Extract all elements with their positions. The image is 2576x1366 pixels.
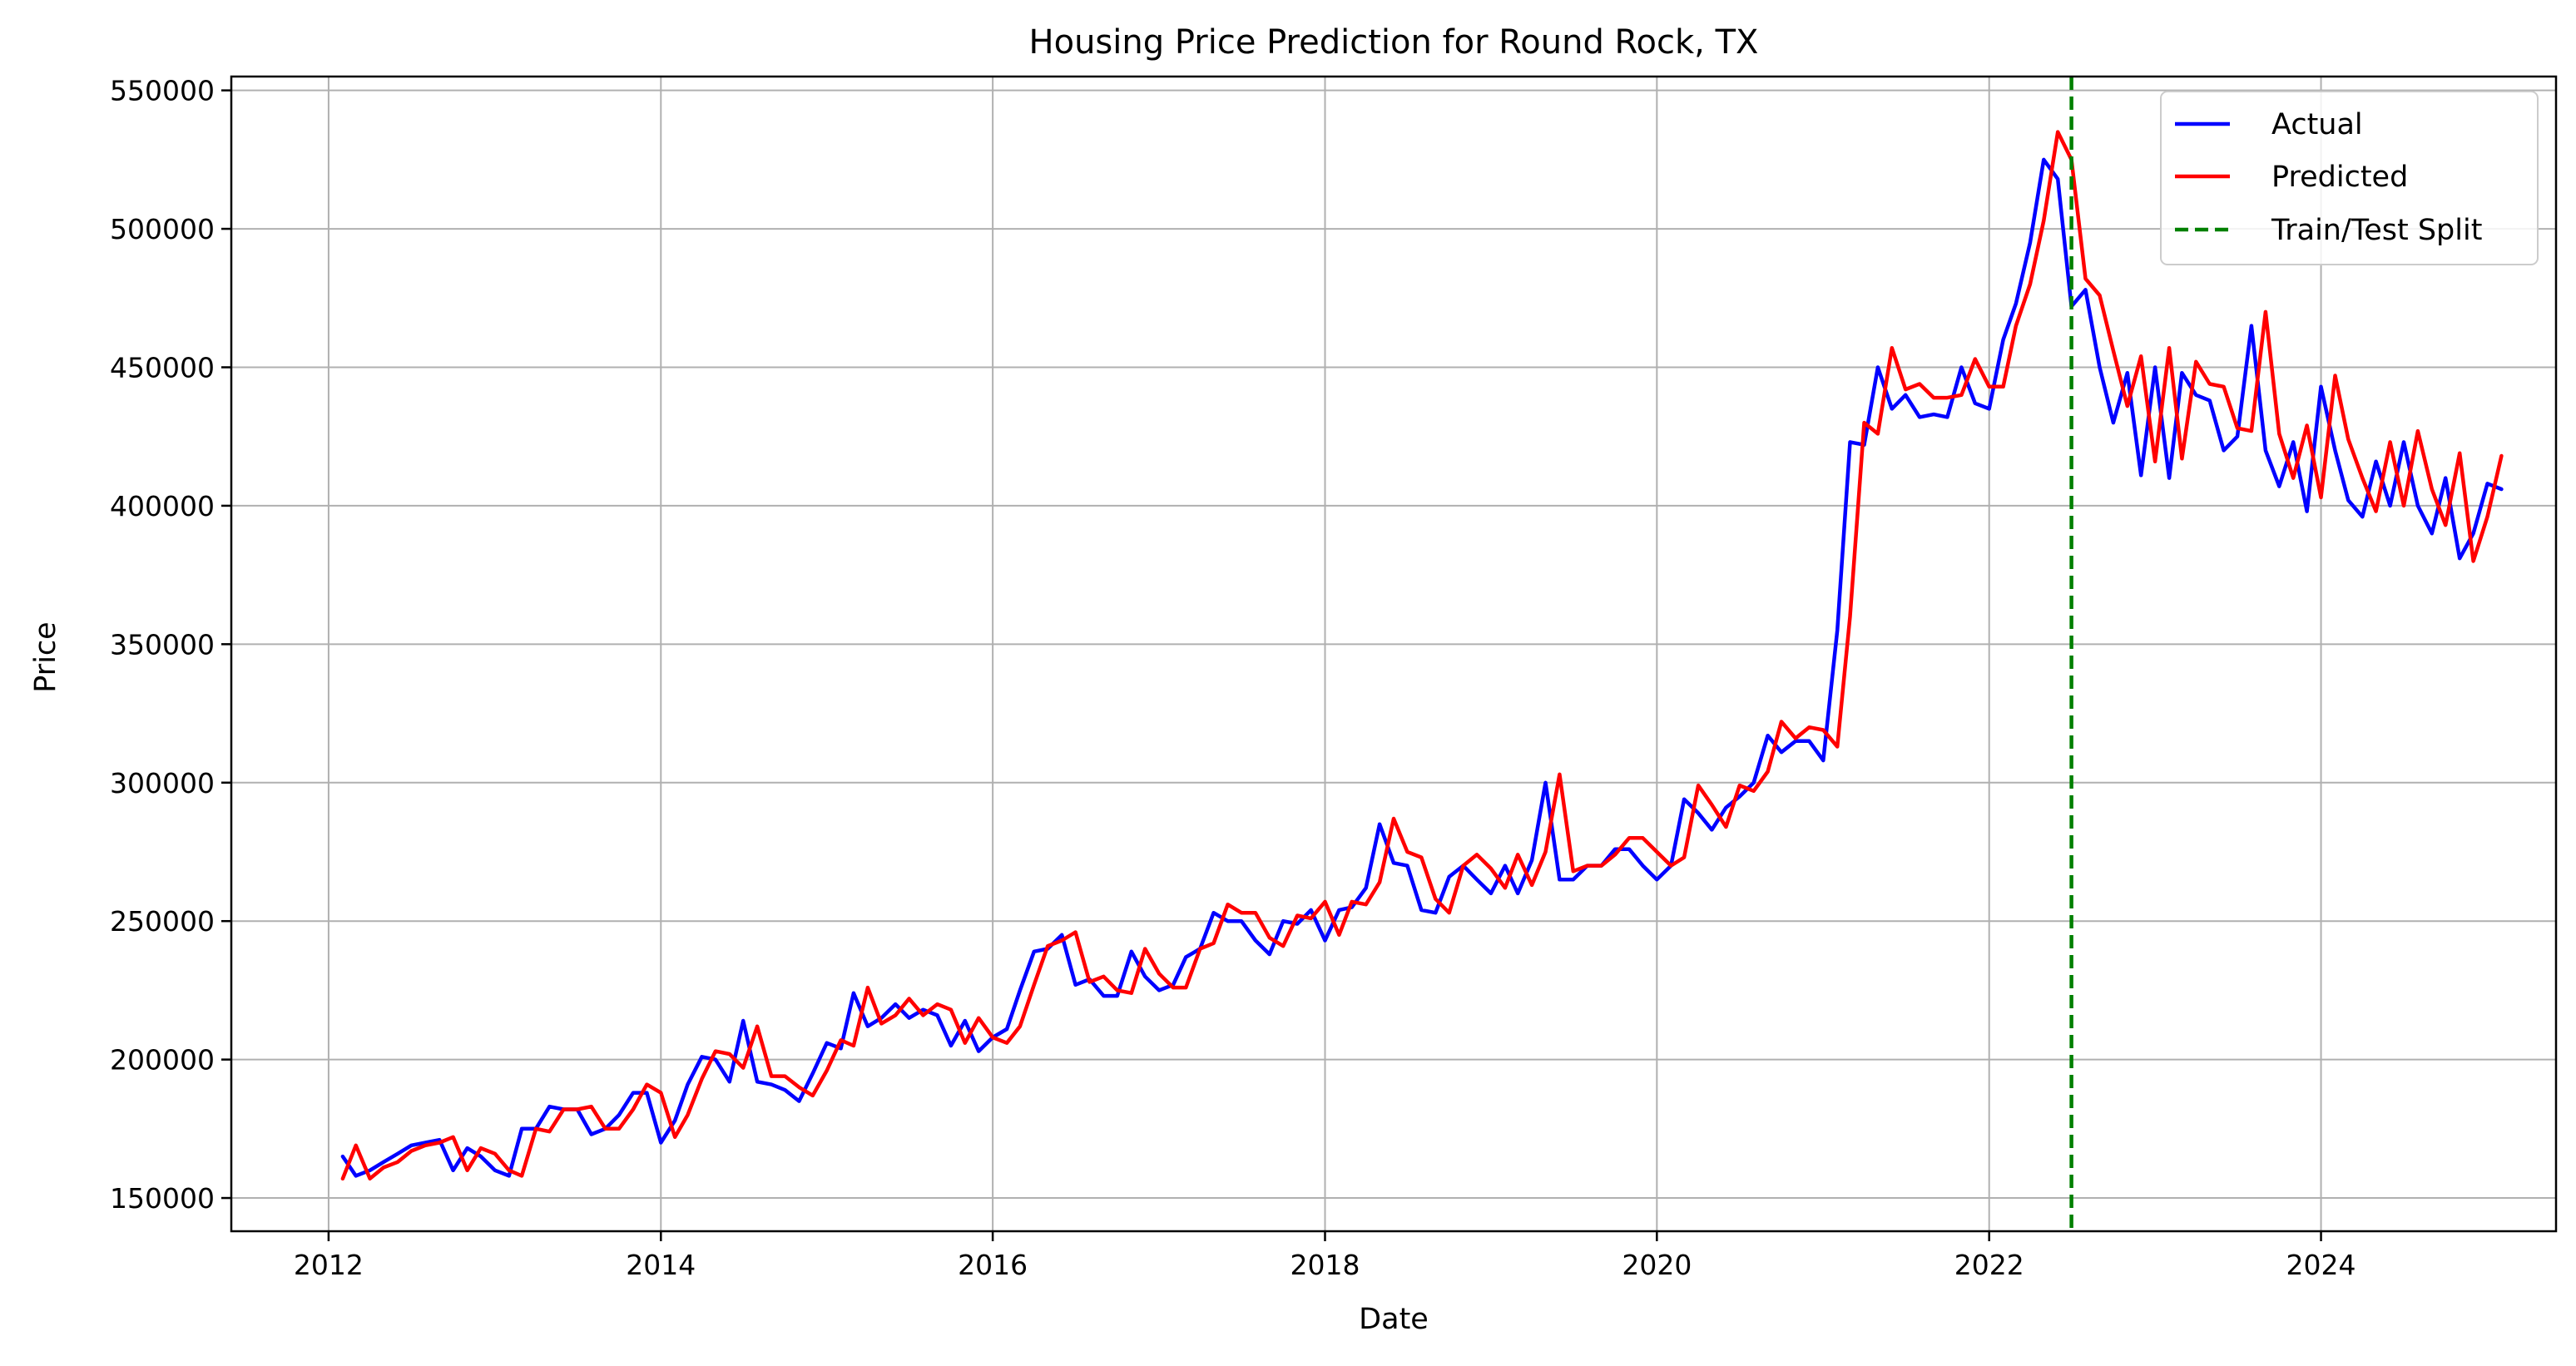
y-tick-label: 250000	[110, 905, 215, 938]
legend-split-label: Train/Test Split	[2271, 214, 2482, 247]
x-tick-label: 2020	[1622, 1249, 1692, 1281]
x-tick-label: 2012	[294, 1249, 364, 1281]
y-tick-label: 500000	[110, 213, 215, 245]
legend: Actual Predicted Train/Test Split	[2160, 91, 2539, 265]
series-line-predicted	[340, 130, 2504, 1181]
y-axis-ticks: 150000 200000 250000 300000 350000 400000 4500…	[110, 75, 231, 1215]
plot-series	[340, 130, 2504, 1181]
plot-area-frame	[230, 75, 2558, 1233]
x-tick-label: 2014	[626, 1249, 696, 1281]
x-tick-label: 2024	[2286, 1249, 2356, 1281]
legend-predicted-label: Predicted	[2271, 161, 2408, 194]
y-axis-label: Price	[29, 621, 62, 692]
y-tick-label: 150000	[110, 1182, 215, 1215]
y-tick-label: 350000	[110, 628, 215, 661]
x-tick-label: 2018	[1290, 1249, 1360, 1281]
x-tick-label: 2022	[1954, 1249, 2024, 1281]
x-axis-ticks: 2012 2014 2016 2018 2020 2022 2024	[294, 1231, 2356, 1281]
y-tick-label: 200000	[110, 1044, 215, 1076]
series-line-actual	[340, 157, 2504, 1178]
y-tick-label: 400000	[110, 490, 215, 522]
y-tick-label: 550000	[110, 75, 215, 107]
x-tick-label: 2016	[958, 1249, 1028, 1281]
chart-title: Housing Price Prediction for Round Rock,…	[1029, 23, 1759, 62]
y-tick-label: 300000	[110, 767, 215, 799]
grid-lines	[231, 77, 2556, 1231]
y-tick-label: 450000	[110, 351, 215, 384]
x-axis-label: Date	[1359, 1303, 1429, 1336]
legend-box	[2160, 91, 2539, 265]
legend-actual-label: Actual	[2271, 108, 2363, 141]
